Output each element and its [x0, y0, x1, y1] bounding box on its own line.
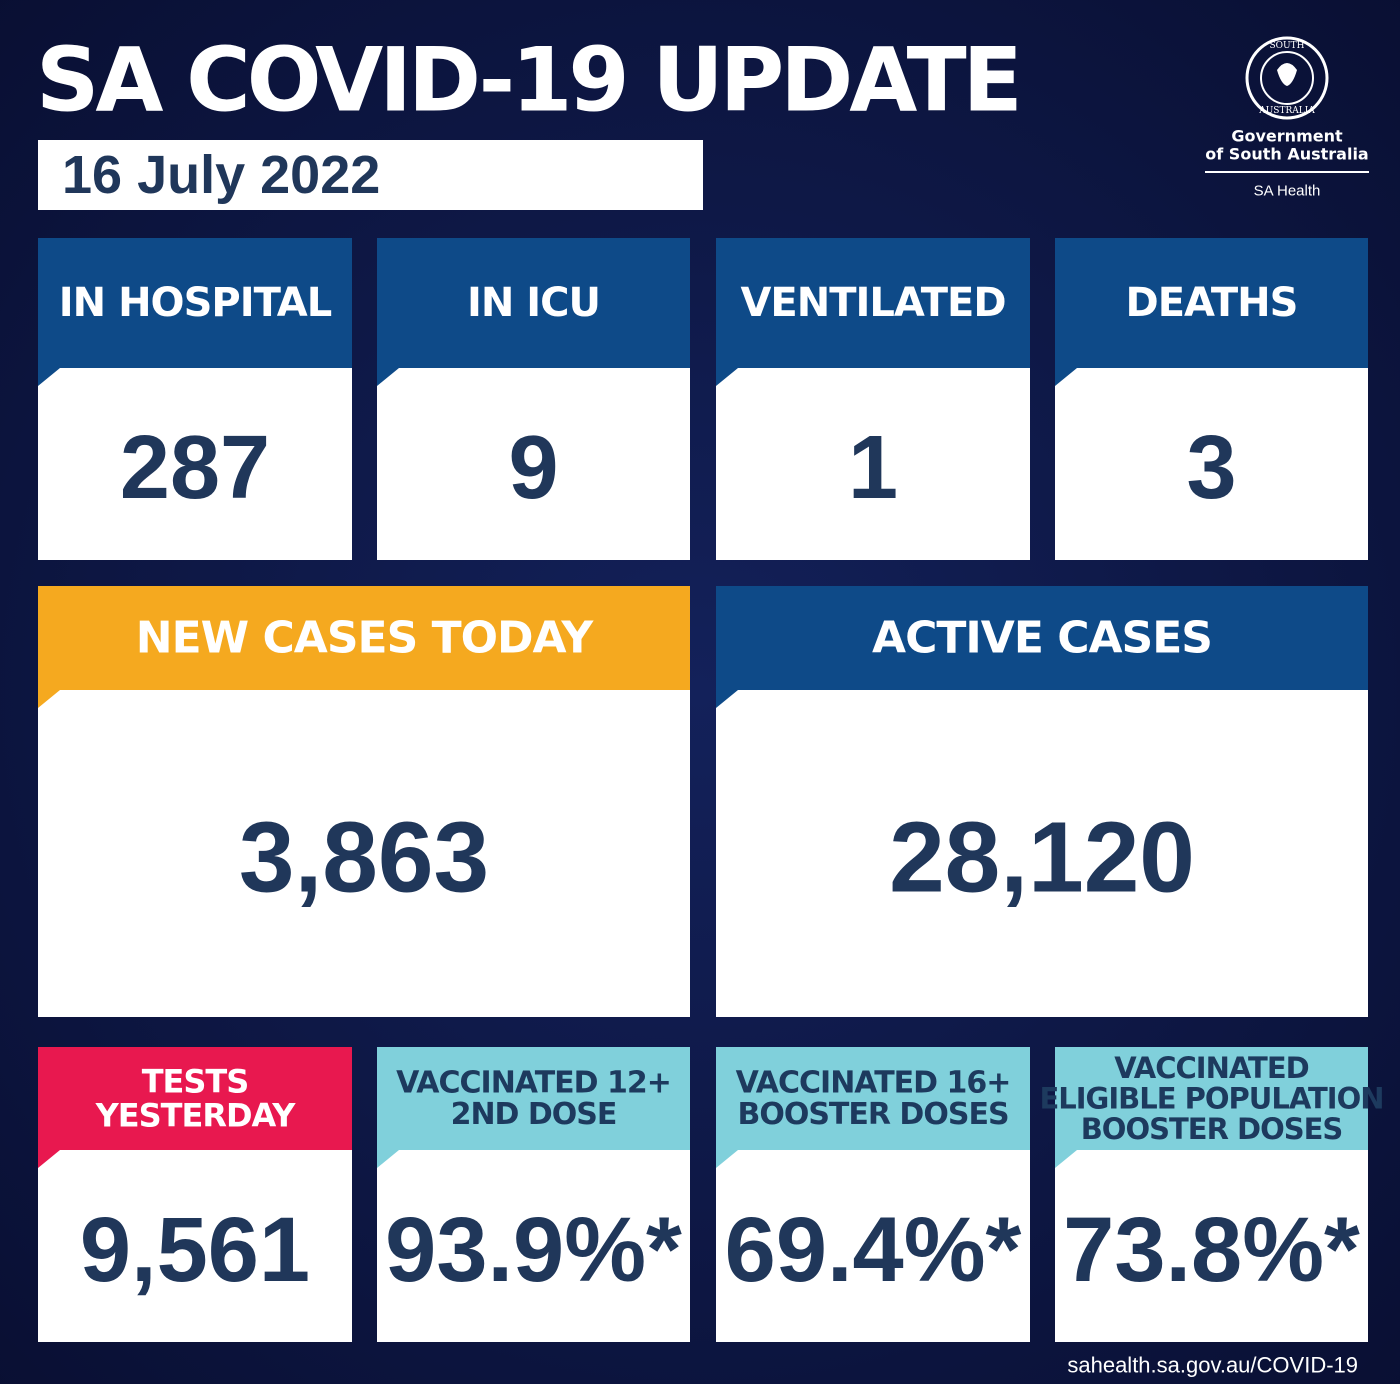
tile-header [38, 586, 690, 710]
tile-label: BOOSTER DOSES [1081, 1112, 1343, 1146]
tile-body [1055, 1150, 1368, 1342]
tile-value: 73.8%* [1063, 1199, 1360, 1301]
emblem-inner [1260, 51, 1314, 105]
tile-value: 9 [508, 418, 558, 518]
tile-label: ELIGIBLE POPULATION [1039, 1082, 1383, 1116]
tile-header [38, 1047, 352, 1170]
title: SA COVID-19 UPDATE [36, 29, 1019, 132]
tile-value: 28,120 [889, 802, 1195, 914]
tile-label: YESTERDAY [95, 1096, 297, 1134]
tile-header [377, 1047, 690, 1170]
tile-body [377, 1150, 690, 1342]
logo-line1: Government [1231, 127, 1343, 146]
logo-line2: of South Australia [1205, 145, 1368, 164]
tile-header [377, 238, 690, 388]
tile-label: VACCINATED 16+ [736, 1065, 1011, 1100]
logo-line3: SA Health [1254, 183, 1321, 200]
tile-body [38, 368, 352, 560]
logo: SOUTH AUSTRALIA Government of South Aust… [1205, 36, 1369, 200]
tile-label: VACCINATED 12+ [396, 1065, 671, 1100]
tile-header [716, 1047, 1030, 1170]
tile-body [716, 690, 1368, 1017]
tile-label: VACCINATED [1114, 1051, 1308, 1085]
tile-header [1055, 238, 1368, 388]
emblem-bottom: AUSTRALIA [1258, 106, 1315, 116]
tile-value: 287 [120, 418, 270, 518]
tile-value: 9,561 [80, 1199, 310, 1301]
tile-value: 93.9%* [385, 1199, 682, 1301]
tile-body [716, 1150, 1030, 1342]
tile-body [38, 690, 690, 1017]
date-box [38, 140, 703, 210]
tile-value: 1 [848, 418, 898, 518]
tile-label: VENTILATED [740, 280, 1005, 326]
emblem-ring [1245, 36, 1329, 120]
tile-label: IN ICU [467, 280, 600, 326]
tile-label: DEATHS [1126, 280, 1298, 326]
date: 16 July 2022 [62, 145, 380, 205]
tile-value: 69.4%* [725, 1199, 1022, 1301]
tile-body [716, 368, 1030, 560]
tile-label: BOOSTER DOSES [737, 1097, 1008, 1132]
tile-header [38, 238, 352, 388]
emblem-bird [1277, 63, 1297, 86]
tile-header [716, 238, 1030, 388]
tile-label: 2ND DOSE [451, 1097, 617, 1132]
emblem-top: SOUTH [1270, 41, 1305, 51]
tile-body [377, 368, 690, 560]
tile-header [1055, 1047, 1368, 1170]
tile-label: NEW CASES TODAY [136, 613, 595, 664]
tile-label: IN HOSPITAL [59, 280, 332, 326]
tile-label: ACTIVE CASES [872, 613, 1212, 664]
tile-body [1055, 368, 1368, 560]
tile-header [716, 586, 1368, 710]
footer-url: sahealth.sa.gov.au/COVID-19 [1067, 1353, 1358, 1378]
tile-value: 3 [1186, 418, 1236, 518]
tile-body [38, 1150, 352, 1342]
tile-value: 3,863 [239, 802, 489, 914]
tile-label: TESTS [142, 1063, 249, 1101]
